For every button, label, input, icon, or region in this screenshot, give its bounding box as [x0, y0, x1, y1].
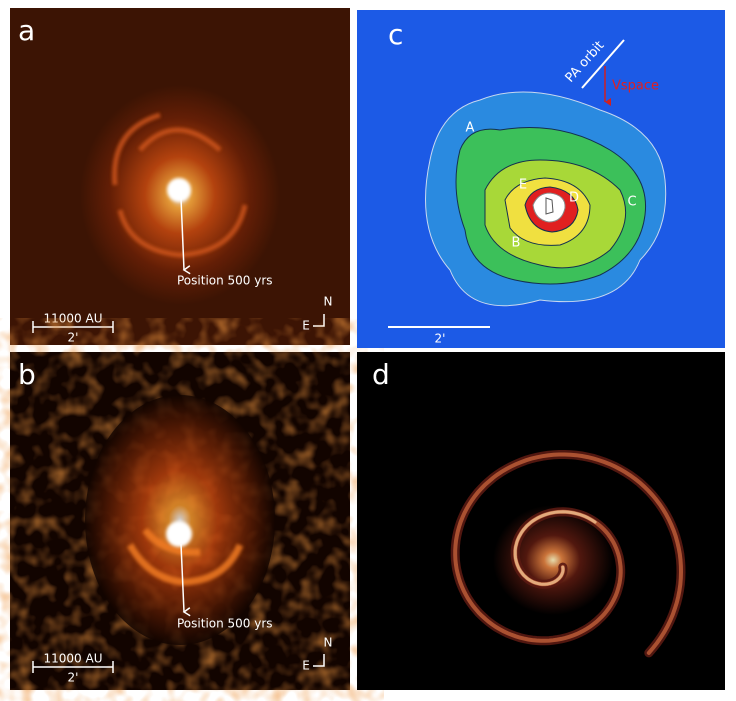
compass	[313, 654, 325, 667]
scale-length: 11000 AU	[44, 312, 103, 326]
scale-bar	[32, 661, 114, 673]
shell-arcs	[112, 112, 248, 258]
panel-label: c	[388, 18, 403, 51]
nebula-glow	[85, 395, 275, 645]
compass-north: N	[324, 636, 333, 650]
scale-length: 11000 AU	[44, 652, 103, 666]
scale-bar	[32, 321, 114, 333]
panel-b: Position 500 yrs b 11000 AU 2' N E	[10, 352, 350, 690]
scale-angle: 2'	[68, 671, 79, 685]
panel-d: d	[357, 352, 725, 690]
clump-label: A	[466, 121, 475, 136]
compass-north: N	[324, 295, 333, 309]
panel-c: c PA orbit Vspace A B C D E 2'	[357, 10, 725, 348]
scale-angle: 2'	[68, 331, 79, 345]
arrow	[180, 543, 191, 617]
panel-label: b	[18, 358, 36, 391]
annotation: Position 500 yrs	[177, 274, 273, 288]
clump-label: D	[569, 191, 579, 206]
clump-label: B	[512, 236, 521, 251]
compass-east: E	[302, 659, 310, 673]
clump-label: C	[627, 195, 636, 210]
central-star	[166, 521, 192, 547]
orbit-line	[581, 39, 625, 89]
contour	[532, 192, 566, 223]
arrow	[180, 197, 191, 275]
panel-label: d	[372, 358, 390, 391]
velocity-label: Vspace	[612, 79, 659, 94]
shell-arcs	[126, 527, 244, 586]
compass	[313, 314, 325, 327]
panel-label: a	[18, 14, 35, 47]
clump-label: E	[519, 178, 527, 193]
contour	[545, 197, 554, 215]
compass-east: E	[302, 319, 310, 333]
panel-a: Position 500 yrs a 11000 AU 2' N E	[10, 8, 350, 345]
spiral-arm	[513, 510, 597, 586]
scale-angle: 2'	[435, 332, 446, 346]
central-star	[167, 178, 191, 202]
annotation: Position 500 yrs	[177, 617, 273, 631]
